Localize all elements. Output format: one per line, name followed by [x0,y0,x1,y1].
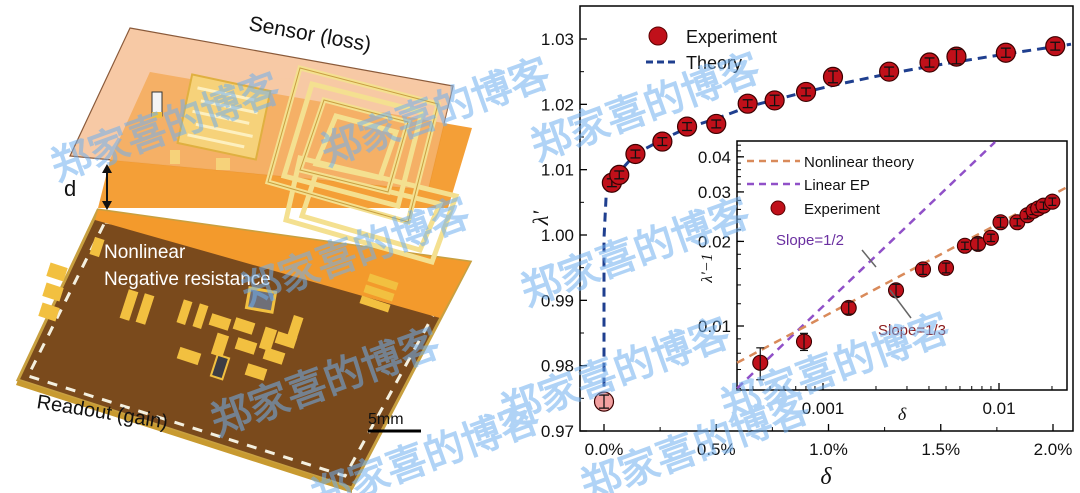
data-point [995,42,1016,63]
inset-data-point [914,261,932,278]
inset-data-point [1044,193,1061,210]
inset-experiment-points [752,193,1061,381]
linear-ep-line [736,141,996,390]
legend-linear-ep: Linear EP [804,177,870,194]
inset-x-tick-label: 0.001 [802,399,845,418]
slope-third-pointer [889,289,912,319]
data-point [706,113,727,135]
inset-x-tick-label: 0.01 [982,399,1015,418]
x-tick-label: 0.5% [697,440,736,459]
slope-third-annotation: Slope=1/3 [878,322,946,339]
inset-x-axis-label: δ [898,404,907,424]
main-plot-frame [579,5,1074,432]
x-tick-label: 2.0% [1034,440,1073,459]
slope-half-pointer [861,249,877,268]
main-y-axis: 0.97 0.98 0.99 1.00 1.01 1.02 1.03 [541,30,587,441]
gap-label: d [64,176,76,201]
inset-y-tick-label: 0.01 [698,317,731,336]
slope-half-annotation: Slope=1/2 [776,232,844,249]
watermark-text: 郑家喜的博客 [515,191,756,314]
inset-data-point [982,229,999,246]
scale-bar-label: 5mm [368,411,404,428]
inset-data-point [969,235,987,252]
inset-x-axis: 0.001 0.01 [752,383,1053,418]
legend-theory: Theory [686,53,742,73]
inset-y-axis-label: λ'−1 [699,253,716,283]
data-point [795,81,817,103]
y-tick-label: 0.99 [541,291,574,310]
x-tick-label: 1.5% [921,440,960,459]
inset-y-tick-label: 0.03 [698,183,731,202]
legend-experiment: Experiment [686,27,777,47]
pcb-illustration [15,27,473,493]
inset-y-tick-label: 0.04 [698,148,731,167]
inset-data-point [795,332,813,352]
interdigitated-capacitor [170,73,272,170]
legend-nonlinear-theory: Nonlinear theory [804,154,915,171]
inset-y-tick-label: 0.02 [698,232,731,251]
ic-chip [244,286,278,314]
smd-components [119,289,304,381]
data-point [625,143,646,165]
sensor-label: Sensor (loss) [247,12,373,56]
y-tick-label: 1.01 [541,161,574,180]
y-tick-label: 0.98 [541,357,574,376]
x-tick-label: 1.0% [809,440,848,459]
main-legend: Experiment Theory [646,26,777,73]
inset-data-point [840,299,857,316]
inset-legend: Nonlinear theory Linear EP Experiment [747,154,915,218]
inset-data-point [937,259,955,276]
y-tick-label: 1.02 [541,95,574,114]
inset-data-point [992,214,1009,231]
inset-data-point [956,237,973,254]
main-chart: 0.97 0.98 0.99 1.00 1.01 1.02 1.03 0.0% 0.5% 1.0… [528,5,1074,490]
data-point [737,93,758,114]
data-point [652,131,673,152]
experiment-points [593,36,1066,412]
x-tick-label: 0.0% [585,440,624,459]
legend-experiment-inset: Experiment [804,201,881,218]
main-x-axis: 0.0% 0.5% 1.0% 1.5% 2.0% [585,424,1073,459]
y-tick-label: 1.03 [541,30,574,49]
main-x-axis-label: δ [820,464,832,490]
main-y-axis-label: λ' [528,211,553,227]
inset-y-axis: 0.01 0.02 0.03 0.04 [698,144,744,389]
data-point [764,90,785,111]
circuit-label-line1: Nonlinear [104,242,186,263]
inset-data-point [752,347,769,381]
inset-plot-frame [736,140,1068,391]
inset-chart: 0.01 0.02 0.03 0.04 0.001 0.01 Slope=1/2 Slo… [698,140,1068,424]
data-point [676,116,698,137]
data-point [609,164,630,185]
data-point [822,66,844,87]
circuit-label-line2: Negative resistance [104,269,271,290]
data-point [593,391,615,412]
data-point [1045,36,1066,57]
inset-data-point [887,282,905,299]
data-point [879,61,900,82]
data-point [946,46,967,67]
y-tick-label: 0.97 [541,422,574,441]
data-point [919,52,940,73]
y-tick-label: 1.00 [541,226,574,245]
